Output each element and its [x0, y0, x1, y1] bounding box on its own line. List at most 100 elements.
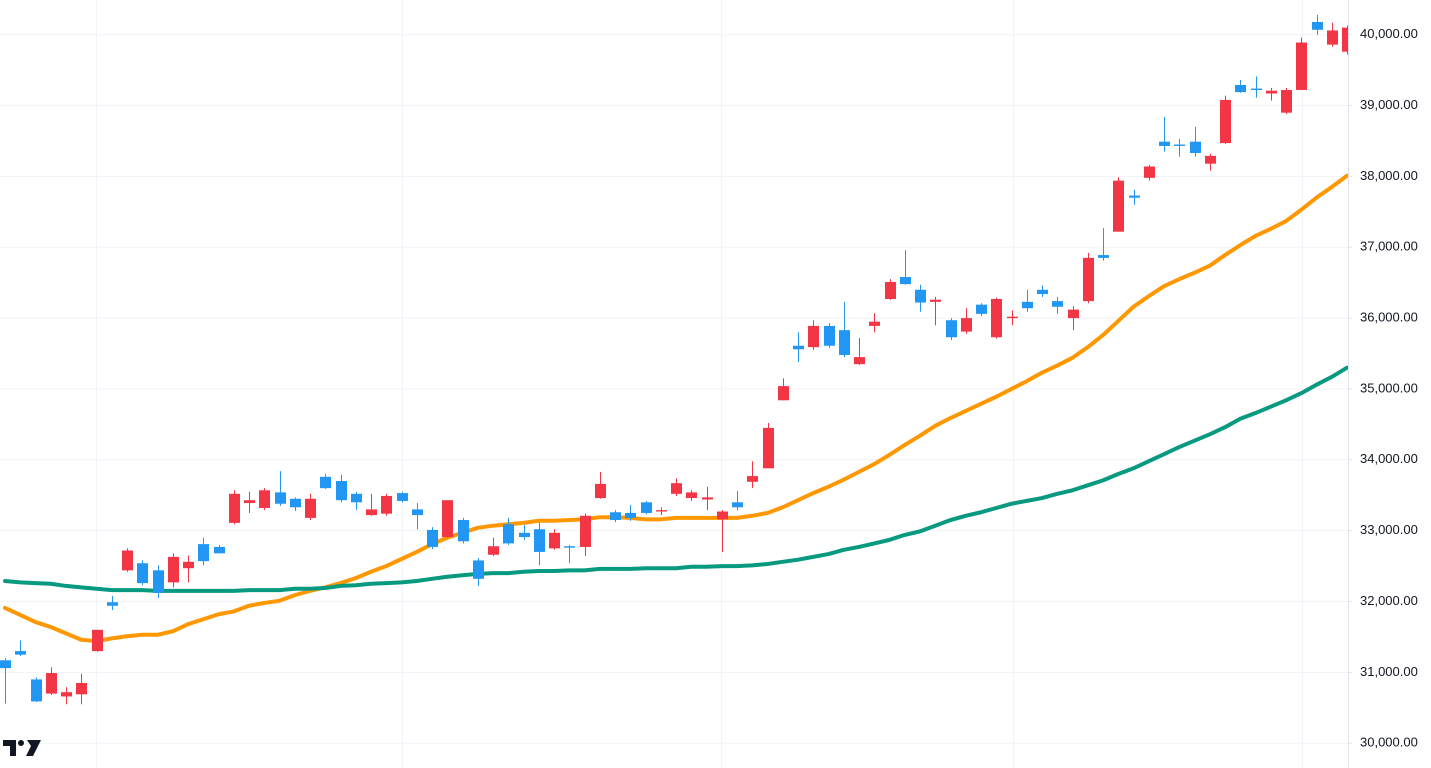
y-tick-label: 34,000.00 — [1360, 451, 1418, 466]
candle-body — [976, 304, 987, 314]
y-tick-label: 37,000.00 — [1360, 239, 1418, 254]
candle-body — [763, 427, 774, 469]
candle-body — [671, 483, 682, 494]
candle-body — [1281, 89, 1292, 113]
candle-body — [915, 289, 926, 303]
candle-body — [1022, 301, 1033, 309]
candle-body — [336, 481, 347, 501]
candle-body — [320, 476, 331, 489]
y-tick-label: 30,000.00 — [1360, 735, 1418, 750]
candle-body — [946, 320, 957, 338]
candle-body — [427, 529, 438, 547]
price-axis: 30,000.00 31,000.00 32,000.00 33,000.00 34,0… — [1348, 26, 1418, 750]
candle-body — [808, 325, 819, 348]
candle-body — [412, 509, 423, 516]
candle-body — [183, 561, 194, 569]
candle-body — [656, 510, 667, 512]
candle-body — [641, 502, 652, 513]
candle-body — [778, 386, 789, 401]
candle-body — [549, 532, 560, 549]
candle-body — [854, 357, 865, 365]
candle-body — [397, 493, 408, 501]
candle-body — [168, 556, 179, 583]
candle-body — [747, 476, 758, 482]
logo-part — [26, 740, 41, 756]
candle-body — [229, 493, 240, 523]
candle-body — [122, 550, 133, 571]
candle-body — [519, 532, 530, 538]
candle-body — [610, 512, 621, 521]
candle-body — [824, 325, 835, 346]
candle-body — [991, 298, 1002, 338]
candle-body — [76, 682, 87, 695]
plot-area — [0, 14, 1348, 705]
candle-body — [1098, 255, 1109, 258]
candle-body — [1129, 195, 1140, 198]
candle-body — [305, 498, 316, 518]
candle-body — [458, 520, 469, 542]
candle-body — [580, 515, 591, 547]
candle-body — [686, 492, 697, 499]
moving-average-line — [3, 173, 1348, 644]
candle-body — [366, 509, 377, 516]
candle-body — [702, 497, 713, 500]
y-tick-label: 38,000.00 — [1360, 168, 1418, 183]
moving-average-line — [3, 365, 1348, 593]
candle-body — [46, 673, 57, 694]
candle-body — [488, 546, 499, 555]
candle-body — [793, 345, 804, 350]
candle-body — [900, 277, 911, 285]
candle-body — [1266, 90, 1277, 94]
candle-body — [442, 500, 453, 538]
candle-body — [564, 546, 575, 548]
candle-body — [1251, 88, 1262, 90]
candle-body — [290, 498, 301, 508]
candle-body — [92, 629, 103, 652]
candle-body — [717, 511, 728, 520]
candle-body — [351, 493, 362, 503]
candle-body — [625, 512, 636, 518]
candle-body — [31, 679, 42, 702]
candle-body — [1052, 301, 1063, 307]
candle-body — [1113, 180, 1124, 232]
candle-body — [198, 544, 209, 562]
candle-body — [1159, 141, 1170, 146]
candle-body — [1342, 27, 1348, 52]
candle-body — [961, 318, 972, 332]
candle-body — [1205, 155, 1216, 164]
candle-body — [137, 563, 148, 584]
candle-body — [1296, 42, 1307, 90]
y-tick-label: 39,000.00 — [1360, 97, 1418, 112]
candle-body — [869, 321, 880, 326]
y-tick-label: 40,000.00 — [1360, 26, 1418, 41]
candle-body — [1144, 166, 1155, 178]
y-tick-label: 35,000.00 — [1360, 380, 1418, 395]
candle-body — [1235, 85, 1246, 93]
candle-body — [1220, 99, 1231, 144]
candle-body — [107, 602, 118, 606]
candle-body — [153, 570, 164, 594]
y-tick-label: 33,000.00 — [1360, 522, 1418, 537]
candle-body — [275, 492, 286, 504]
candle-body — [15, 651, 26, 655]
vertical-grid — [96, 0, 1303, 768]
candle-body — [839, 330, 850, 355]
candle-body — [473, 560, 484, 579]
candle-body — [214, 546, 225, 554]
candle-body — [1037, 289, 1048, 295]
candle-body — [503, 524, 514, 544]
horizontal-grid — [0, 34, 1348, 744]
candle-body — [1190, 141, 1201, 154]
logo-part — [18, 740, 24, 746]
candle-body — [732, 502, 743, 508]
candle-body — [0, 660, 11, 669]
candle-body — [259, 490, 270, 508]
candle-body — [1083, 257, 1094, 302]
logo-part — [3, 740, 16, 756]
candle-body — [1312, 21, 1323, 30]
candle-body — [1327, 30, 1338, 45]
candle-body — [61, 692, 72, 697]
y-tick-label: 31,000.00 — [1360, 664, 1418, 679]
